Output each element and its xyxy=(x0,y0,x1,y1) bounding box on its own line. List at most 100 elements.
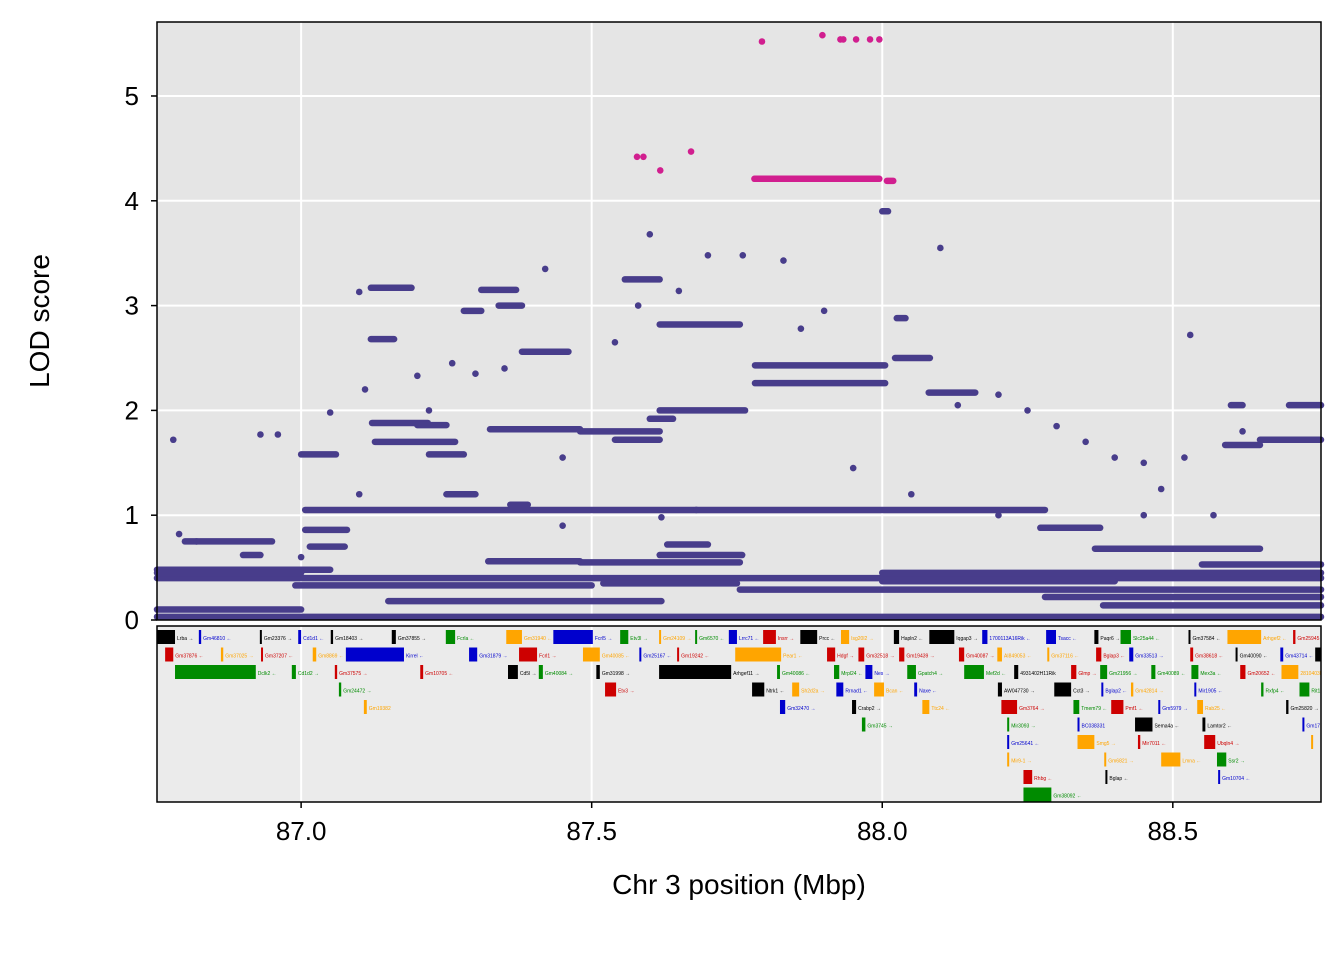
gene-box xyxy=(291,665,296,679)
gene-box xyxy=(1104,752,1107,767)
lod-point xyxy=(640,153,647,161)
gene-label: Gm5979 → xyxy=(1162,706,1188,712)
gene-label: Gm6570 ← xyxy=(699,636,725,642)
lod-point xyxy=(448,359,456,367)
gene-box xyxy=(840,630,850,644)
gene-box xyxy=(1281,665,1299,679)
gene-label: Pmf1 ← xyxy=(1125,706,1143,712)
gene-label: Insrr → xyxy=(778,636,794,642)
lod-point xyxy=(995,391,1002,398)
gene-label: Tsacc ← xyxy=(1058,636,1077,642)
gene-box xyxy=(800,630,818,644)
gene-box xyxy=(1161,752,1181,767)
gene-box xyxy=(834,665,840,679)
gene-box xyxy=(1197,700,1204,714)
gene-label: Gm8869 ← xyxy=(318,654,344,660)
gene-box xyxy=(1227,630,1262,644)
gene-box xyxy=(1077,717,1080,732)
gene-box xyxy=(165,647,174,662)
gene-box xyxy=(997,647,1002,662)
gene-box xyxy=(1007,752,1010,767)
gene-label: Gm21956 → xyxy=(1109,671,1137,677)
x-axis: 87.0 87.5 88.0 88.5 xyxy=(276,802,1198,846)
gene-label: Gm31940 ← xyxy=(524,636,552,642)
gene-label: Gm25167 ← xyxy=(643,654,671,660)
gene-label: Bglap2 ← xyxy=(1105,689,1127,695)
lod-point xyxy=(361,386,369,393)
gene-box xyxy=(874,682,884,697)
gene-box xyxy=(1007,735,1010,749)
gene-label: Gm25820 → xyxy=(1290,706,1318,712)
x-tick-label: 87.5 xyxy=(566,816,617,846)
gene-label: Rhbg ← xyxy=(1034,776,1052,782)
gene-box xyxy=(1286,700,1289,714)
lod-point xyxy=(611,338,619,346)
gene-box xyxy=(1240,665,1246,679)
gene-label: Cd5l → xyxy=(520,671,537,677)
gene-label: Naxe ← xyxy=(919,689,937,695)
gene-box xyxy=(1101,682,1104,697)
gene-box xyxy=(964,665,984,679)
gene-box xyxy=(997,682,1002,697)
gene-box xyxy=(1135,717,1153,732)
gene-box xyxy=(1047,647,1050,662)
gene-label: Gm40084 → xyxy=(545,671,573,677)
gene-label: Gm40089 ← xyxy=(1157,671,1185,677)
gene-box xyxy=(858,647,865,662)
gene-label: 1700113A16Rik ← xyxy=(989,636,1031,642)
gene-label: Gm33513 → xyxy=(1135,654,1163,660)
gene-box xyxy=(538,665,543,679)
gene-label: Gm40087 → xyxy=(966,654,994,660)
gene-box xyxy=(1100,665,1108,679)
gene-label: 2810403D21Rik xyxy=(1300,671,1336,677)
gene-box xyxy=(763,630,776,644)
gene-label: Rit1 xyxy=(1311,689,1320,695)
gene-box xyxy=(508,665,518,679)
gene-box xyxy=(865,665,873,679)
lod-point xyxy=(1181,454,1188,461)
lod-point xyxy=(193,538,200,545)
gene-box xyxy=(596,665,600,679)
lod-point xyxy=(414,372,421,380)
gene-label: Iqgap3 → xyxy=(956,636,978,642)
gene-track: Lrba → Gm46810 ← Gm23376 → Cd1d1 ← Gm18403 →… xyxy=(157,630,1336,802)
lod-point xyxy=(866,36,874,43)
lod-point xyxy=(1024,407,1031,414)
gene-label: Dclk2 ← xyxy=(258,671,277,677)
y-tick-label: 5 xyxy=(125,81,139,111)
lod-point xyxy=(297,553,305,561)
gene-box xyxy=(1001,700,1018,714)
lod-point xyxy=(1082,438,1089,446)
gene-box xyxy=(1299,682,1310,697)
gene-box xyxy=(659,630,662,644)
gene-box xyxy=(198,630,202,644)
gene-label: Gm19439 → xyxy=(906,654,934,660)
gene-label: Gm10705 ← xyxy=(425,671,453,677)
lod-point xyxy=(739,251,747,259)
gene-label: Ssr2 → xyxy=(1228,759,1245,765)
gene-label: Pear1 ← xyxy=(783,654,803,660)
gene-label: Smg5 → xyxy=(1096,741,1115,747)
gene-box xyxy=(695,630,698,644)
gene-label: Gm17 xyxy=(1306,724,1320,730)
lod-point xyxy=(355,490,363,498)
gene-label: 4931402H11Rik xyxy=(1020,671,1056,677)
gene-label: Paqr6 → xyxy=(1100,636,1120,642)
gene-box xyxy=(1054,682,1072,697)
gene-box xyxy=(899,647,905,662)
gene-label: Glmp → xyxy=(1078,671,1096,677)
gene-label: BC038331 xyxy=(1082,724,1106,730)
gene-label: Etv3l → xyxy=(630,636,648,642)
gene-box xyxy=(1130,682,1134,697)
gene-box xyxy=(220,647,224,662)
gene-label: Gm19242 ← xyxy=(681,654,709,660)
plot-border xyxy=(156,21,1322,621)
lod-point xyxy=(1210,511,1217,519)
lod-point xyxy=(257,431,264,438)
x-axis-label: Chr 3 position (Mbp) xyxy=(612,869,866,900)
gene-label: Fcrl1 → xyxy=(539,654,557,660)
lod-point xyxy=(820,307,828,315)
gene-box xyxy=(1261,682,1264,697)
gene-label: Gpatch4 → xyxy=(918,671,943,677)
lod-point xyxy=(1186,331,1194,339)
